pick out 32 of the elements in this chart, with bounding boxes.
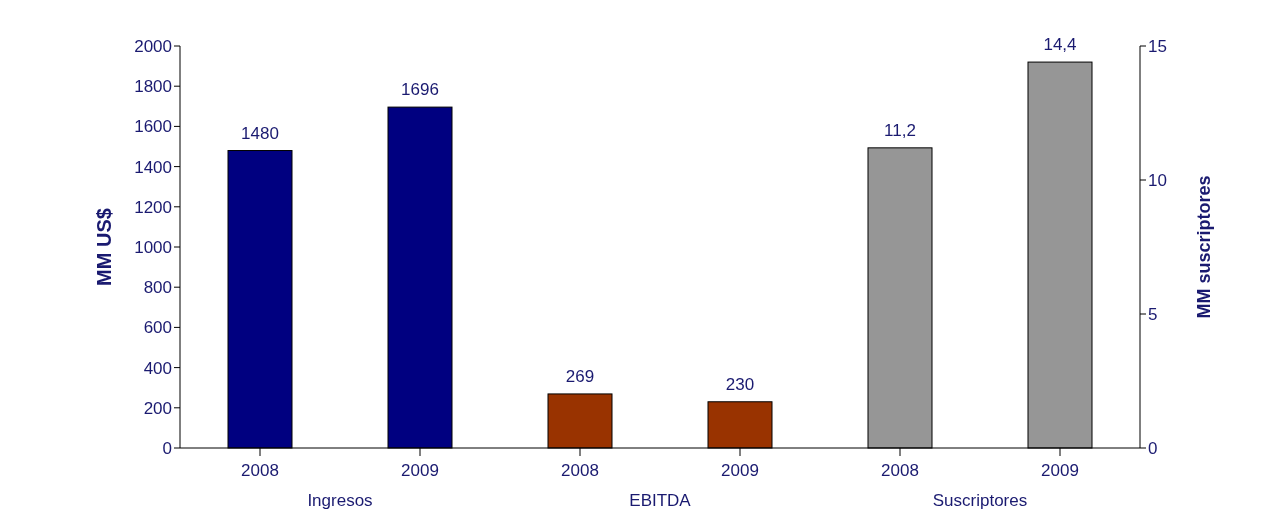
y-tick-label: 1600 [134,117,172,137]
data-label: 230 [725,374,755,394]
x-tick-label: 2009 [1041,461,1079,480]
y-tick-label: 1200 [134,197,172,217]
x-tick-label: 2009 [721,461,759,480]
y-tick-label: 2000 [134,37,172,57]
data-label: 14,4 [1043,35,1077,55]
y-tick-label: 400 [143,358,172,378]
y-tick-label: 0 [162,439,172,459]
data-label: 11,2 [884,120,916,140]
x-tick-label: 2008 [881,461,919,480]
y-tick-label: 200 [143,398,172,418]
y-tick-label: 1800 [134,77,172,97]
y2-tick-label: 15 [1148,37,1167,57]
data-label: 1480 [241,123,279,143]
y-tick-label: 1000 [134,238,172,258]
text: Ingresos [307,491,373,510]
y-axis-title: MM US$ [93,208,116,286]
y2-tick-label: 10 [1148,171,1167,191]
y2-axis-title: MM suscriptores [1194,175,1215,319]
y-tick-label: 800 [143,278,172,298]
data-label: 1696 [401,80,439,100]
text: Suscriptores [932,491,1028,510]
x-tick-label: 2008 [241,461,279,480]
y-tick-label: 600 [143,318,172,338]
y-tick-label: 1400 [134,157,172,177]
data-label: 269 [565,366,595,386]
y2-tick-label: 0 [1148,439,1158,459]
y2-tick-label: 5 [1148,305,1158,325]
text: EBITDA [629,491,692,510]
x-tick-label: 2008 [561,461,599,480]
x-tick-label: 2009 [401,461,439,480]
